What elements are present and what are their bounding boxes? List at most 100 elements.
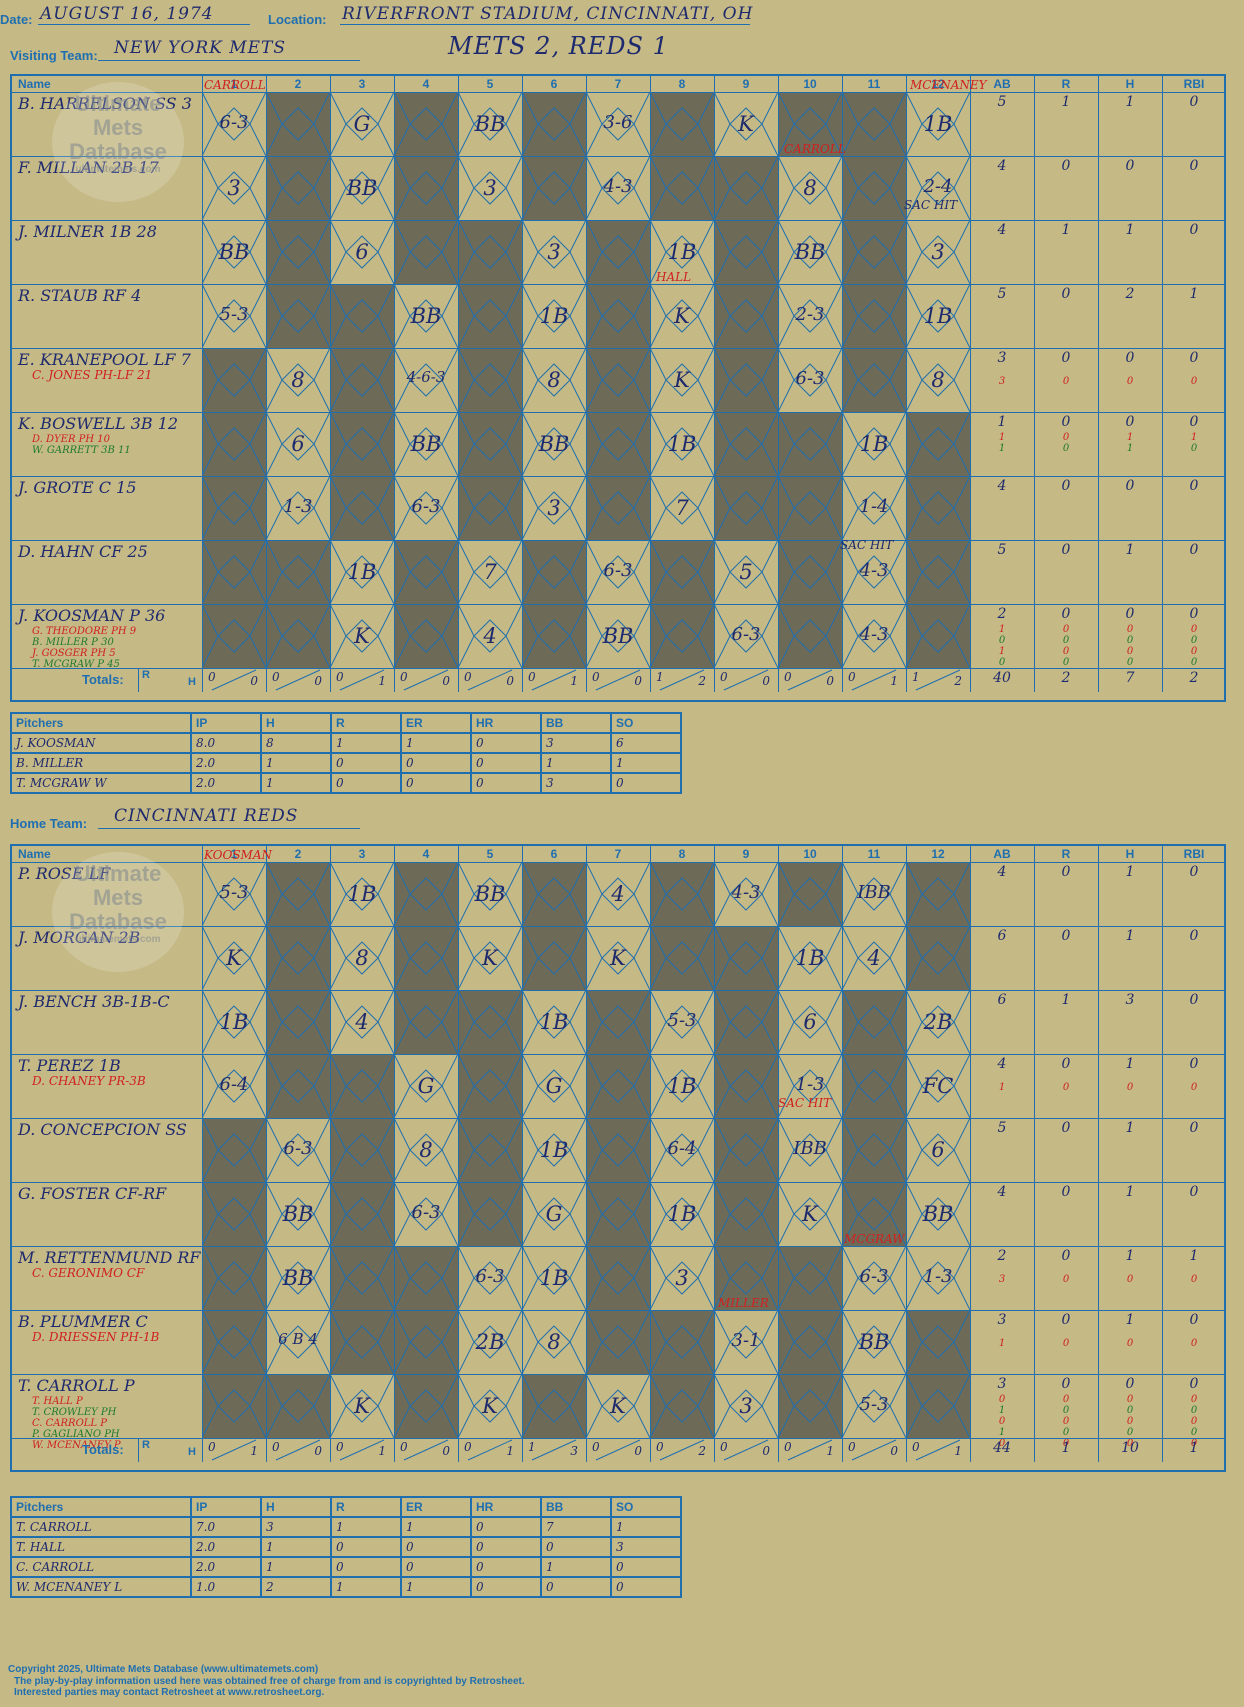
corner-line bbox=[394, 1374, 411, 1407]
inning-hits: 3 bbox=[570, 1444, 578, 1458]
corner-line bbox=[313, 957, 330, 990]
corner-line bbox=[889, 957, 906, 990]
corner-line bbox=[761, 1310, 778, 1343]
corner-line bbox=[825, 123, 842, 156]
diamond-icon bbox=[650, 156, 714, 220]
corner-line bbox=[586, 635, 603, 668]
corner-line bbox=[330, 315, 347, 348]
stat-value: 2 bbox=[997, 1248, 1007, 1264]
diamond-icon bbox=[522, 1246, 586, 1310]
column-header-10: 10 bbox=[803, 77, 817, 91]
stat-h: 0 bbox=[1098, 158, 1162, 184]
corner-line bbox=[249, 540, 266, 573]
pitcher-stat: 1 bbox=[330, 732, 402, 754]
corner-line bbox=[778, 1246, 795, 1279]
column-header-1: 1 bbox=[230, 77, 238, 91]
corner-line bbox=[505, 604, 522, 637]
stat-value: 4 bbox=[997, 864, 1007, 880]
at-bat-cell: 6-3 bbox=[778, 348, 842, 412]
corner-line bbox=[906, 540, 923, 573]
at-bat-cell bbox=[586, 1054, 650, 1118]
corner-line bbox=[522, 507, 539, 540]
at-bat-cell bbox=[586, 1118, 650, 1182]
diamond-icon bbox=[586, 156, 650, 220]
pitcher-stat: 0 bbox=[610, 772, 682, 794]
stat-ab: 6 bbox=[970, 928, 1034, 954]
corner-line bbox=[586, 1213, 603, 1246]
pitching-change-note: SAC HIT bbox=[778, 1096, 832, 1110]
play-mark: 6 B 4 bbox=[278, 1330, 318, 1348]
corner-line bbox=[697, 315, 714, 348]
column-header-2: 2 bbox=[294, 77, 302, 91]
stat-value: 0 bbox=[1062, 624, 1070, 635]
play-mark: 3-6 bbox=[603, 112, 633, 133]
column-header-10: 10 bbox=[803, 847, 817, 861]
base-path bbox=[793, 877, 827, 911]
diamond-icon bbox=[586, 284, 650, 348]
corner-line bbox=[761, 893, 778, 926]
grid-line bbox=[522, 76, 523, 692]
corner-line bbox=[842, 348, 859, 381]
corner-line bbox=[761, 990, 778, 1023]
corner-line bbox=[778, 1341, 795, 1374]
base-path bbox=[665, 1197, 699, 1231]
corner-line bbox=[761, 476, 778, 509]
total-ab: 44 bbox=[993, 1440, 1011, 1456]
grid-line bbox=[12, 156, 1226, 157]
slash-divider bbox=[211, 669, 257, 691]
corner-line bbox=[650, 123, 667, 156]
corner-line bbox=[650, 412, 667, 445]
base-path bbox=[921, 299, 955, 333]
play-mark: BB bbox=[282, 1266, 314, 1290]
diamond-icon bbox=[394, 220, 458, 284]
corner-line bbox=[202, 156, 219, 189]
corner-line bbox=[953, 284, 970, 317]
slash-divider bbox=[339, 669, 385, 691]
corner-line bbox=[377, 957, 394, 990]
corner-line bbox=[889, 220, 906, 253]
corner-line bbox=[313, 507, 330, 540]
corner-line bbox=[714, 1341, 731, 1374]
pitcher-row: T. HALL 2.0 1 0 0 0 0 3 bbox=[10, 1536, 682, 1558]
at-bat-cell: 6 B 4 bbox=[266, 1310, 330, 1374]
base-path bbox=[281, 1325, 315, 1359]
corner-line bbox=[650, 862, 667, 895]
corner-line bbox=[825, 1213, 842, 1246]
corner-line bbox=[522, 348, 539, 381]
corner-line bbox=[586, 187, 603, 220]
corner-line bbox=[330, 1341, 347, 1374]
at-bat-cell bbox=[266, 1054, 330, 1118]
base-path bbox=[537, 299, 571, 333]
base-path bbox=[729, 235, 763, 269]
at-bat-cell bbox=[586, 1182, 650, 1246]
diamond-icon bbox=[650, 1310, 714, 1374]
play-mark: 6 bbox=[803, 1010, 817, 1034]
corner-line bbox=[330, 926, 347, 959]
base-path bbox=[921, 107, 955, 141]
at-bat-cell bbox=[906, 604, 970, 668]
corner-line bbox=[202, 507, 219, 540]
pitcher-stat: 1 bbox=[540, 1556, 612, 1578]
diamond-icon bbox=[458, 540, 522, 604]
corner-line bbox=[441, 926, 458, 959]
corner-line bbox=[825, 315, 842, 348]
corner-line bbox=[377, 156, 394, 189]
corner-line bbox=[650, 220, 667, 253]
diamond-icon bbox=[394, 926, 458, 990]
corner-line bbox=[633, 412, 650, 445]
corner-line bbox=[586, 957, 603, 990]
base-path bbox=[665, 941, 699, 975]
column-header-rbi: RBI bbox=[1183, 847, 1205, 861]
base-path bbox=[793, 1261, 827, 1295]
at-bat-cell: G bbox=[330, 92, 394, 156]
corner-line bbox=[842, 476, 859, 509]
corner-line bbox=[633, 220, 650, 253]
stat-value: 1 bbox=[1125, 222, 1135, 238]
corner-line bbox=[633, 1374, 650, 1407]
corner-line bbox=[505, 957, 522, 990]
corner-line bbox=[458, 893, 475, 926]
corner-line bbox=[330, 187, 347, 220]
at-bat-cell bbox=[202, 1310, 266, 1374]
